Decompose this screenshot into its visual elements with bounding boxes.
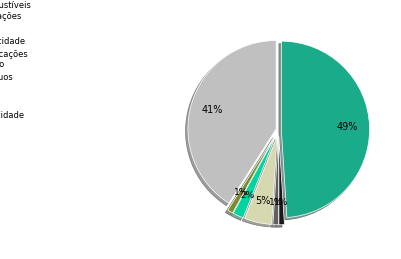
- Text: 49%: 49%: [337, 122, 358, 132]
- Text: 1%: 1%: [269, 198, 284, 207]
- Legend: Combustíveis
instalações, Frota, Eletricidade, Deslocações
serviço, Resíduos, Ág: Combustíveis instalações, Frota, Eletric…: [0, 1, 32, 120]
- Wedge shape: [279, 136, 284, 225]
- Wedge shape: [282, 41, 370, 218]
- Text: 2%: 2%: [240, 191, 255, 200]
- Text: 1%: 1%: [234, 188, 249, 197]
- Wedge shape: [233, 136, 276, 218]
- Wedge shape: [188, 41, 276, 203]
- Text: 41%: 41%: [202, 105, 223, 115]
- Text: 5%: 5%: [255, 196, 270, 206]
- Wedge shape: [273, 136, 278, 225]
- Wedge shape: [245, 136, 277, 225]
- Text: 1%: 1%: [274, 198, 288, 207]
- Wedge shape: [228, 135, 275, 213]
